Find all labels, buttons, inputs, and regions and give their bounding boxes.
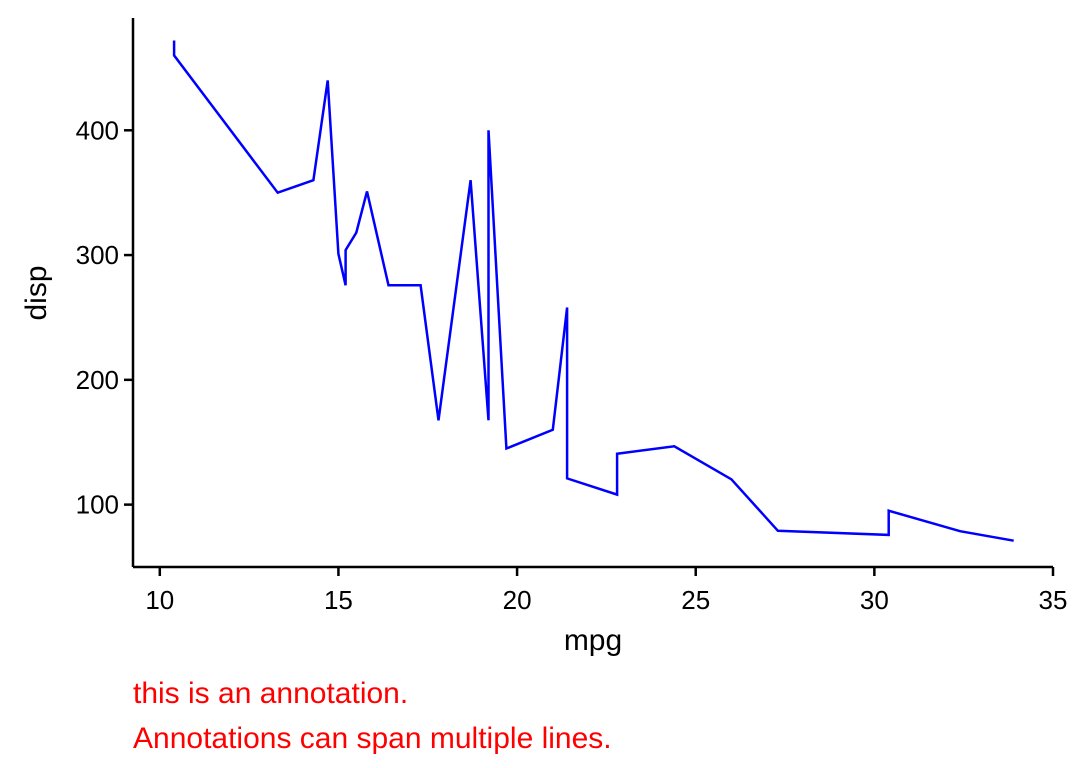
annotation-line-1: this is an annotation. [133,677,408,710]
axes [131,18,1053,569]
y-tick-label: 100 [76,490,119,520]
series-layer [172,40,1014,542]
y-tick-label: 200 [76,365,119,395]
annotation-line-2: Annotations can span multiple lines. [133,722,612,755]
series-line-0 [172,40,1014,542]
x-tick-label: 25 [681,585,710,615]
x-axis-title: mpg [564,624,622,657]
x-tick-label: 30 [860,585,889,615]
x-tick-label: 20 [503,585,532,615]
x-ticks: 10 15 20 25 30 35 [145,567,1067,615]
x-tick-label: 35 [1039,585,1068,615]
y-axis-title: disp [20,265,53,320]
y-tick-label: 300 [76,240,119,270]
y-ticks: 100 200 300 400 [76,115,133,520]
x-tick-label: 15 [324,585,353,615]
y-tick-label: 400 [76,115,119,145]
x-tick-label: 10 [145,585,174,615]
